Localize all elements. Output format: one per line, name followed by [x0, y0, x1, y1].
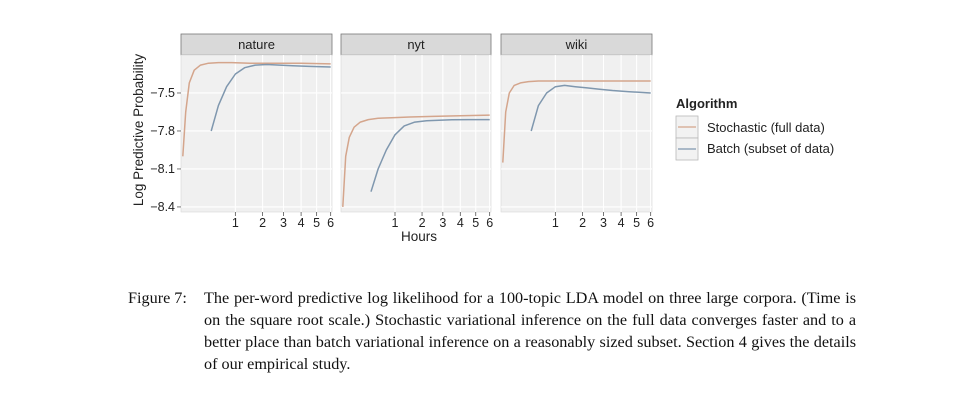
y-axis-title: Log Predictive Probability — [131, 54, 146, 207]
facet-label: wiki — [565, 37, 588, 52]
y-tick-label: −8.1 — [150, 162, 175, 176]
panel-wiki: wiki 1 2 3 4 5 6 — [500, 33, 654, 230]
x-tick-label: 1 — [552, 216, 559, 230]
series-line-batch — [530, 84, 651, 132]
x-tick-label: 4 — [457, 216, 464, 230]
x-tick-label: 3 — [439, 216, 446, 230]
x-axis-title: Hours — [401, 229, 437, 244]
x-tick-label: 4 — [618, 216, 625, 230]
plot-background — [500, 54, 653, 213]
y-tick-label: −7.5 — [150, 86, 175, 100]
caption-label: Figure 7: — [128, 289, 187, 307]
series-line-stochastic — [342, 114, 490, 207]
plot-background — [340, 54, 492, 213]
shared-axes: Log Predictive Probability Hours −7.5 −7.… — [131, 54, 437, 244]
x-tick-label: 6 — [327, 216, 334, 230]
series-line-stochastic — [502, 80, 651, 163]
x-tick-label: 3 — [280, 216, 287, 230]
facet-label: nyt — [407, 37, 425, 52]
legend-label-stochastic: Stochastic (full data) — [707, 120, 825, 135]
series-line-batch — [370, 118, 490, 192]
panel-nyt: nyt 1 2 3 4 5 6 — [340, 33, 493, 230]
x-tick-label: 5 — [472, 216, 479, 230]
x-tick-label: 2 — [419, 216, 426, 230]
figure-caption: Figure 7: The per-word predictive log li… — [128, 287, 856, 375]
x-tick-label: 2 — [579, 216, 586, 230]
series-line-stochastic — [182, 61, 331, 157]
x-tick-label: 5 — [313, 216, 320, 230]
x-tick-label: 2 — [259, 216, 266, 230]
plot-background — [180, 54, 333, 213]
caption-text: The per-word predictive log likelihood f… — [204, 289, 856, 373]
x-tick-label: 3 — [600, 216, 607, 230]
y-tick-label: −7.8 — [150, 124, 175, 138]
y-tick-label: −8.4 — [150, 200, 175, 214]
legend: Algorithm Stochastic (full data) Batch (… — [675, 96, 834, 161]
panel-nature: nature 1 2 3 4 5 6 — [180, 33, 334, 230]
legend-title: Algorithm — [676, 96, 737, 111]
x-tick-label: 6 — [486, 216, 493, 230]
x-tick-label: 5 — [633, 216, 640, 230]
x-tick-label: 1 — [392, 216, 399, 230]
x-tick-label: 1 — [232, 216, 239, 230]
series-line-batch — [210, 63, 331, 132]
x-tick-label: 6 — [647, 216, 654, 230]
x-tick-label: 4 — [298, 216, 305, 230]
facet-label: nature — [238, 37, 275, 52]
legend-label-batch: Batch (subset of data) — [707, 141, 834, 156]
